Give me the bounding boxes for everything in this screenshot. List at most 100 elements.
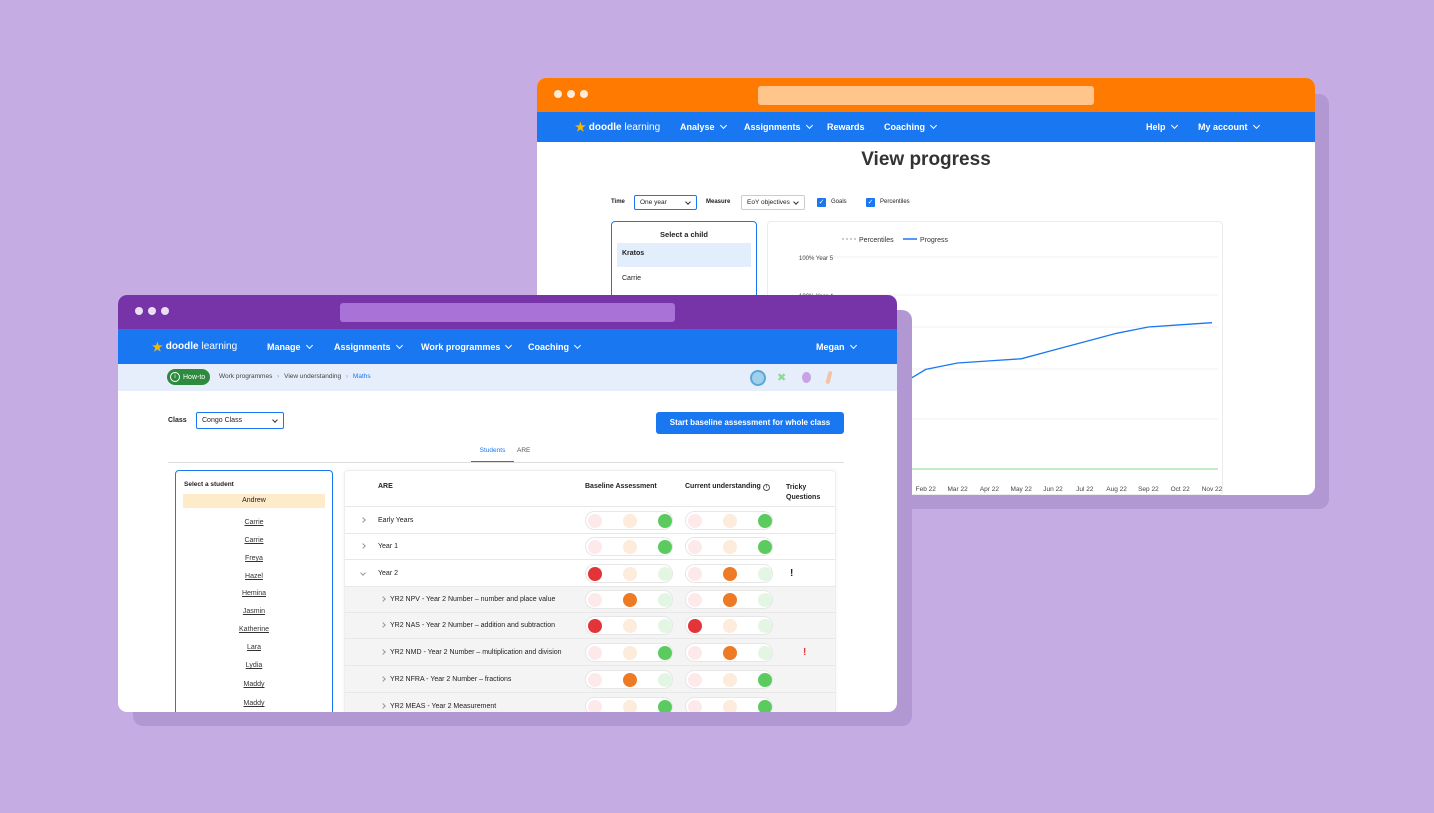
row-label: Year 2 [378,569,398,577]
plus-badge-icon[interactable] [750,370,766,386]
url-bar[interactable] [758,86,1094,105]
chevron-right-icon[interactable] [380,596,386,602]
chevron-right-icon[interactable] [360,516,366,523]
student-item[interactable]: Freya [245,555,263,562]
breadcrumb-view-understanding[interactable]: View understanding [284,373,342,380]
chevron-down-icon [849,341,857,349]
nav-rewards[interactable]: Rewards [827,122,865,132]
chevron-down-icon [505,341,513,349]
current-traffic-light[interactable] [685,616,773,635]
chevron-right-icon[interactable] [380,702,386,709]
nav-work-programmes[interactable]: Work programmes [421,329,513,364]
tab-are[interactable]: ARE [517,447,531,454]
student-item[interactable]: Lara [246,644,261,651]
header-are: ARE [378,483,393,490]
baseline-traffic-light[interactable] [585,590,673,609]
student-item-selected[interactable]: Andrew [183,494,325,508]
student-item[interactable]: Carrie [244,519,264,526]
nav-coaching[interactable]: Coaching [528,329,582,364]
nav-my-account[interactable]: My account [1198,112,1260,142]
student-item[interactable]: Lydia [245,662,263,669]
top-nav: ★ doodle learning Analyse Assignments Rewa… [537,112,1315,142]
chevron-right-icon[interactable] [360,543,366,549]
percentiles-checkbox[interactable]: ✓ [866,198,875,207]
table-row[interactable]: YR2 NPV - Year 2 Number – number and pla… [345,587,835,613]
feather-badge-icon[interactable] [825,370,833,385]
nav-manage[interactable]: Manage [267,329,313,364]
student-item[interactable]: Carrie [244,537,264,544]
goals-checkbox[interactable]: ✓ [817,198,826,207]
current-traffic-light[interactable] [685,537,773,556]
star-logo-icon: ★ [575,120,586,134]
table-row[interactable]: YR2 NFRA - Year 2 Number – fractions [345,666,835,693]
chevron-right-icon[interactable] [380,648,386,655]
nav-assignments[interactable]: Assignments [334,329,403,364]
red-light-icon [688,566,702,581]
table-row[interactable]: Early Years [345,507,835,534]
table-row[interactable]: YR2 NAS - Year 2 Number – addition and s… [345,613,835,639]
baseline-traffic-light[interactable] [585,563,673,583]
table-row[interactable]: Year 2! [345,560,835,587]
nav-user-menu[interactable]: Megan [816,329,857,364]
current-traffic-light[interactable] [685,669,773,689]
howto-button[interactable]: i How-to [167,369,211,385]
current-traffic-light[interactable] [685,563,773,583]
baseline-traffic-light[interactable] [585,696,673,712]
current-traffic-light[interactable] [685,696,773,712]
doodle-logo[interactable]: ★ doodle learning [575,120,661,134]
green-light-icon [658,619,672,633]
nav-analyse[interactable]: Analyse [680,112,727,142]
baseline-traffic-light[interactable] [585,642,673,662]
orange-light-icon [723,619,737,633]
red-light-icon [688,593,702,607]
student-item[interactable]: Jasmin [242,608,266,615]
balloon-badge-icon[interactable] [802,372,811,383]
student-item[interactable]: Maddy [243,700,265,707]
baseline-traffic-light[interactable] [585,669,673,689]
student-item[interactable]: Hemina [241,590,267,597]
understanding-window: ★ doodle learning Manage Assignments Work … [118,295,897,712]
nav-assignments[interactable]: Assignments [744,112,813,142]
start-baseline-button[interactable]: Start baseline assessment for whole clas… [656,412,844,434]
current-traffic-light[interactable] [685,510,773,530]
chevron-right-icon[interactable] [380,622,386,628]
url-bar[interactable] [340,303,675,322]
current-traffic-light[interactable] [685,642,773,662]
child-item-carrie[interactable]: Carrie [622,275,642,282]
measure-select[interactable]: EoY objectives [741,195,805,210]
info-icon[interactable]: i [762,484,770,491]
class-select[interactable]: Congo Class [196,412,284,429]
goals-label: Goals [831,199,847,205]
chevron-right-icon[interactable] [380,675,386,682]
breadcrumb: Work programmes › View understanding › M… [219,373,371,380]
student-item[interactable]: Katherine [239,626,269,633]
doodle-logo[interactable]: ★ doodle learning [152,339,238,354]
breadcrumb-work-programmes[interactable]: Work programmes [219,373,273,380]
nav-help[interactable]: Help [1146,112,1178,142]
x-tick-label: Nov 22 [1202,486,1223,493]
baseline-traffic-light[interactable] [585,510,673,530]
table-row[interactable]: Year 1 [345,534,835,560]
cross-badge-icon[interactable]: ✖ [777,372,787,384]
tricky-alert-icon[interactable]: ! [790,567,794,579]
top-nav: ★ doodle learning Manage Assignments Work … [118,329,897,364]
red-light-icon [588,540,602,554]
tricky-alert-icon[interactable]: ! [803,646,807,658]
student-item[interactable]: Hazel [245,573,263,580]
baseline-traffic-light[interactable] [585,537,673,556]
table-row[interactable]: YR2 MEAS - Year 2 Measurement [345,693,835,712]
student-item[interactable]: Maddy [243,681,265,688]
nav-coaching[interactable]: Coaching [884,112,938,142]
orange-light-icon [723,699,737,712]
child-item-kratos[interactable]: Kratos [617,243,751,267]
time-select[interactable]: One year [634,195,697,210]
table-row[interactable]: YR2 NMD - Year 2 Number – multiplication… [345,639,835,666]
baseline-traffic-light[interactable] [585,616,673,635]
measure-label: Measure [706,199,731,205]
tab-students[interactable]: Students [471,447,514,462]
x-tick-label: Feb 22 [916,486,937,493]
orange-light-icon [623,619,637,633]
chevron-down-icon[interactable] [360,569,366,576]
orange-light-icon [723,672,737,687]
current-traffic-light[interactable] [685,590,773,609]
